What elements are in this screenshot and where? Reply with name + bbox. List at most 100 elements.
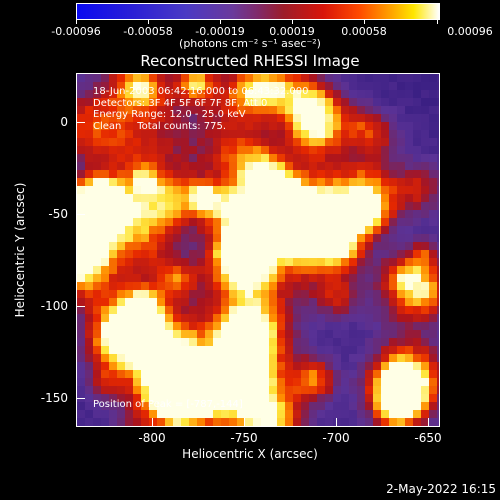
heatmap-cell — [269, 250, 277, 258]
heatmap-cell — [389, 146, 397, 154]
heatmap-cell — [413, 338, 421, 346]
heatmap-cell — [189, 290, 197, 298]
heatmap-cell — [413, 386, 421, 394]
heatmap-cell — [357, 226, 365, 234]
heatmap-cell — [173, 114, 181, 122]
heatmap-cell — [349, 226, 357, 234]
heatmap-cell — [365, 210, 373, 218]
heatmap-cell — [77, 354, 85, 362]
heatmap-cell — [365, 74, 373, 82]
heatmap-cell — [165, 346, 173, 354]
heatmap-cell — [197, 226, 205, 234]
heatmap-cell — [197, 154, 205, 162]
heatmap-cell — [413, 298, 421, 306]
heatmap-cell — [317, 98, 325, 106]
heatmap-cell — [173, 258, 181, 266]
heatmap-cell — [333, 274, 341, 282]
heatmap-cell — [77, 218, 85, 226]
heatmap-cell — [149, 98, 157, 106]
heatmap-cell — [229, 170, 237, 178]
heatmap-cell — [261, 234, 269, 242]
heatmap-cell — [357, 306, 365, 314]
heatmap-cell — [421, 210, 429, 218]
heatmap-cell — [157, 138, 165, 146]
heatmap-cell — [293, 210, 301, 218]
heatmap-cell — [173, 282, 181, 290]
heatmap-cell — [109, 90, 117, 98]
heatmap-cell — [117, 282, 125, 290]
heatmap-cell — [133, 386, 141, 394]
heatmap-cell — [213, 106, 221, 114]
heatmap-cell — [117, 266, 125, 274]
heatmap-cell — [245, 234, 253, 242]
heatmap-cell — [85, 202, 93, 210]
heatmap-cell — [405, 274, 413, 282]
heatmap-cell — [309, 74, 317, 82]
heatmap-cell — [349, 178, 357, 186]
heatmap-cell — [349, 378, 357, 386]
heatmap-cell — [349, 130, 357, 138]
heatmap-cell — [93, 82, 101, 90]
heatmap-cell — [77, 202, 85, 210]
heatmap-cell — [285, 234, 293, 242]
heatmap-cell — [85, 274, 93, 282]
heatmap-cell — [117, 330, 125, 338]
heatmap-cell — [181, 122, 189, 130]
heatmap-cell — [349, 274, 357, 282]
heatmap-cell — [221, 362, 229, 370]
heatmap-cell — [253, 354, 261, 362]
heatmap-cell — [133, 250, 141, 258]
heatmap-cell — [173, 386, 181, 394]
heatmap-cell — [421, 130, 429, 138]
heatmap-cell — [173, 74, 181, 82]
heatmap-cell — [261, 314, 269, 322]
heatmap-cell — [245, 202, 253, 210]
heatmap-cell — [229, 418, 237, 426]
heatmap-cell — [229, 82, 237, 90]
heatmap-cell — [397, 378, 405, 386]
heatmap-cell — [213, 186, 221, 194]
heatmap-cell — [325, 250, 333, 258]
heatmap-cell — [421, 370, 429, 378]
heatmap-cell — [141, 290, 149, 298]
heatmap-cell — [357, 122, 365, 130]
heatmap-cell — [365, 370, 373, 378]
heatmap-cell — [389, 354, 397, 362]
heatmap-cell — [141, 258, 149, 266]
heatmap-cell — [237, 194, 245, 202]
heatmap-cell — [229, 130, 237, 138]
heatmap-cell — [349, 298, 357, 306]
heatmap-cell — [381, 242, 389, 250]
heatmap-cell — [237, 386, 245, 394]
heatmap-cell — [133, 394, 141, 402]
heatmap-cell — [293, 378, 301, 386]
heatmap-plot[interactable]: 18-Jun-2003 06:42:16.000 to 06:43:32.000… — [76, 73, 440, 427]
heatmap-cell — [309, 346, 317, 354]
heatmap-cell — [173, 370, 181, 378]
heatmap-cell — [405, 210, 413, 218]
heatmap-cell — [269, 162, 277, 170]
heatmap-cell — [101, 370, 109, 378]
heatmap-cell — [293, 266, 301, 274]
heatmap-cell — [277, 402, 285, 410]
heatmap-cell — [149, 418, 157, 426]
heatmap-cell — [125, 394, 133, 402]
heatmap-cell — [325, 298, 333, 306]
heatmap-cell — [413, 266, 421, 274]
heatmap-cell — [189, 258, 197, 266]
heatmap-cell — [85, 130, 93, 138]
heatmap-cell — [157, 162, 165, 170]
heatmap-cell — [213, 234, 221, 242]
heatmap-cell — [437, 114, 439, 122]
heatmap-cell — [381, 338, 389, 346]
heatmap-cell — [293, 394, 301, 402]
heatmap-cell — [221, 314, 229, 322]
heatmap-cell — [253, 74, 261, 82]
heatmap-cell — [285, 410, 293, 418]
heatmap-cell — [157, 314, 165, 322]
heatmap-cell — [237, 154, 245, 162]
heatmap-cell — [189, 170, 197, 178]
heatmap-cell — [181, 114, 189, 122]
heatmap-cell — [349, 346, 357, 354]
heatmap-cell — [301, 242, 309, 250]
